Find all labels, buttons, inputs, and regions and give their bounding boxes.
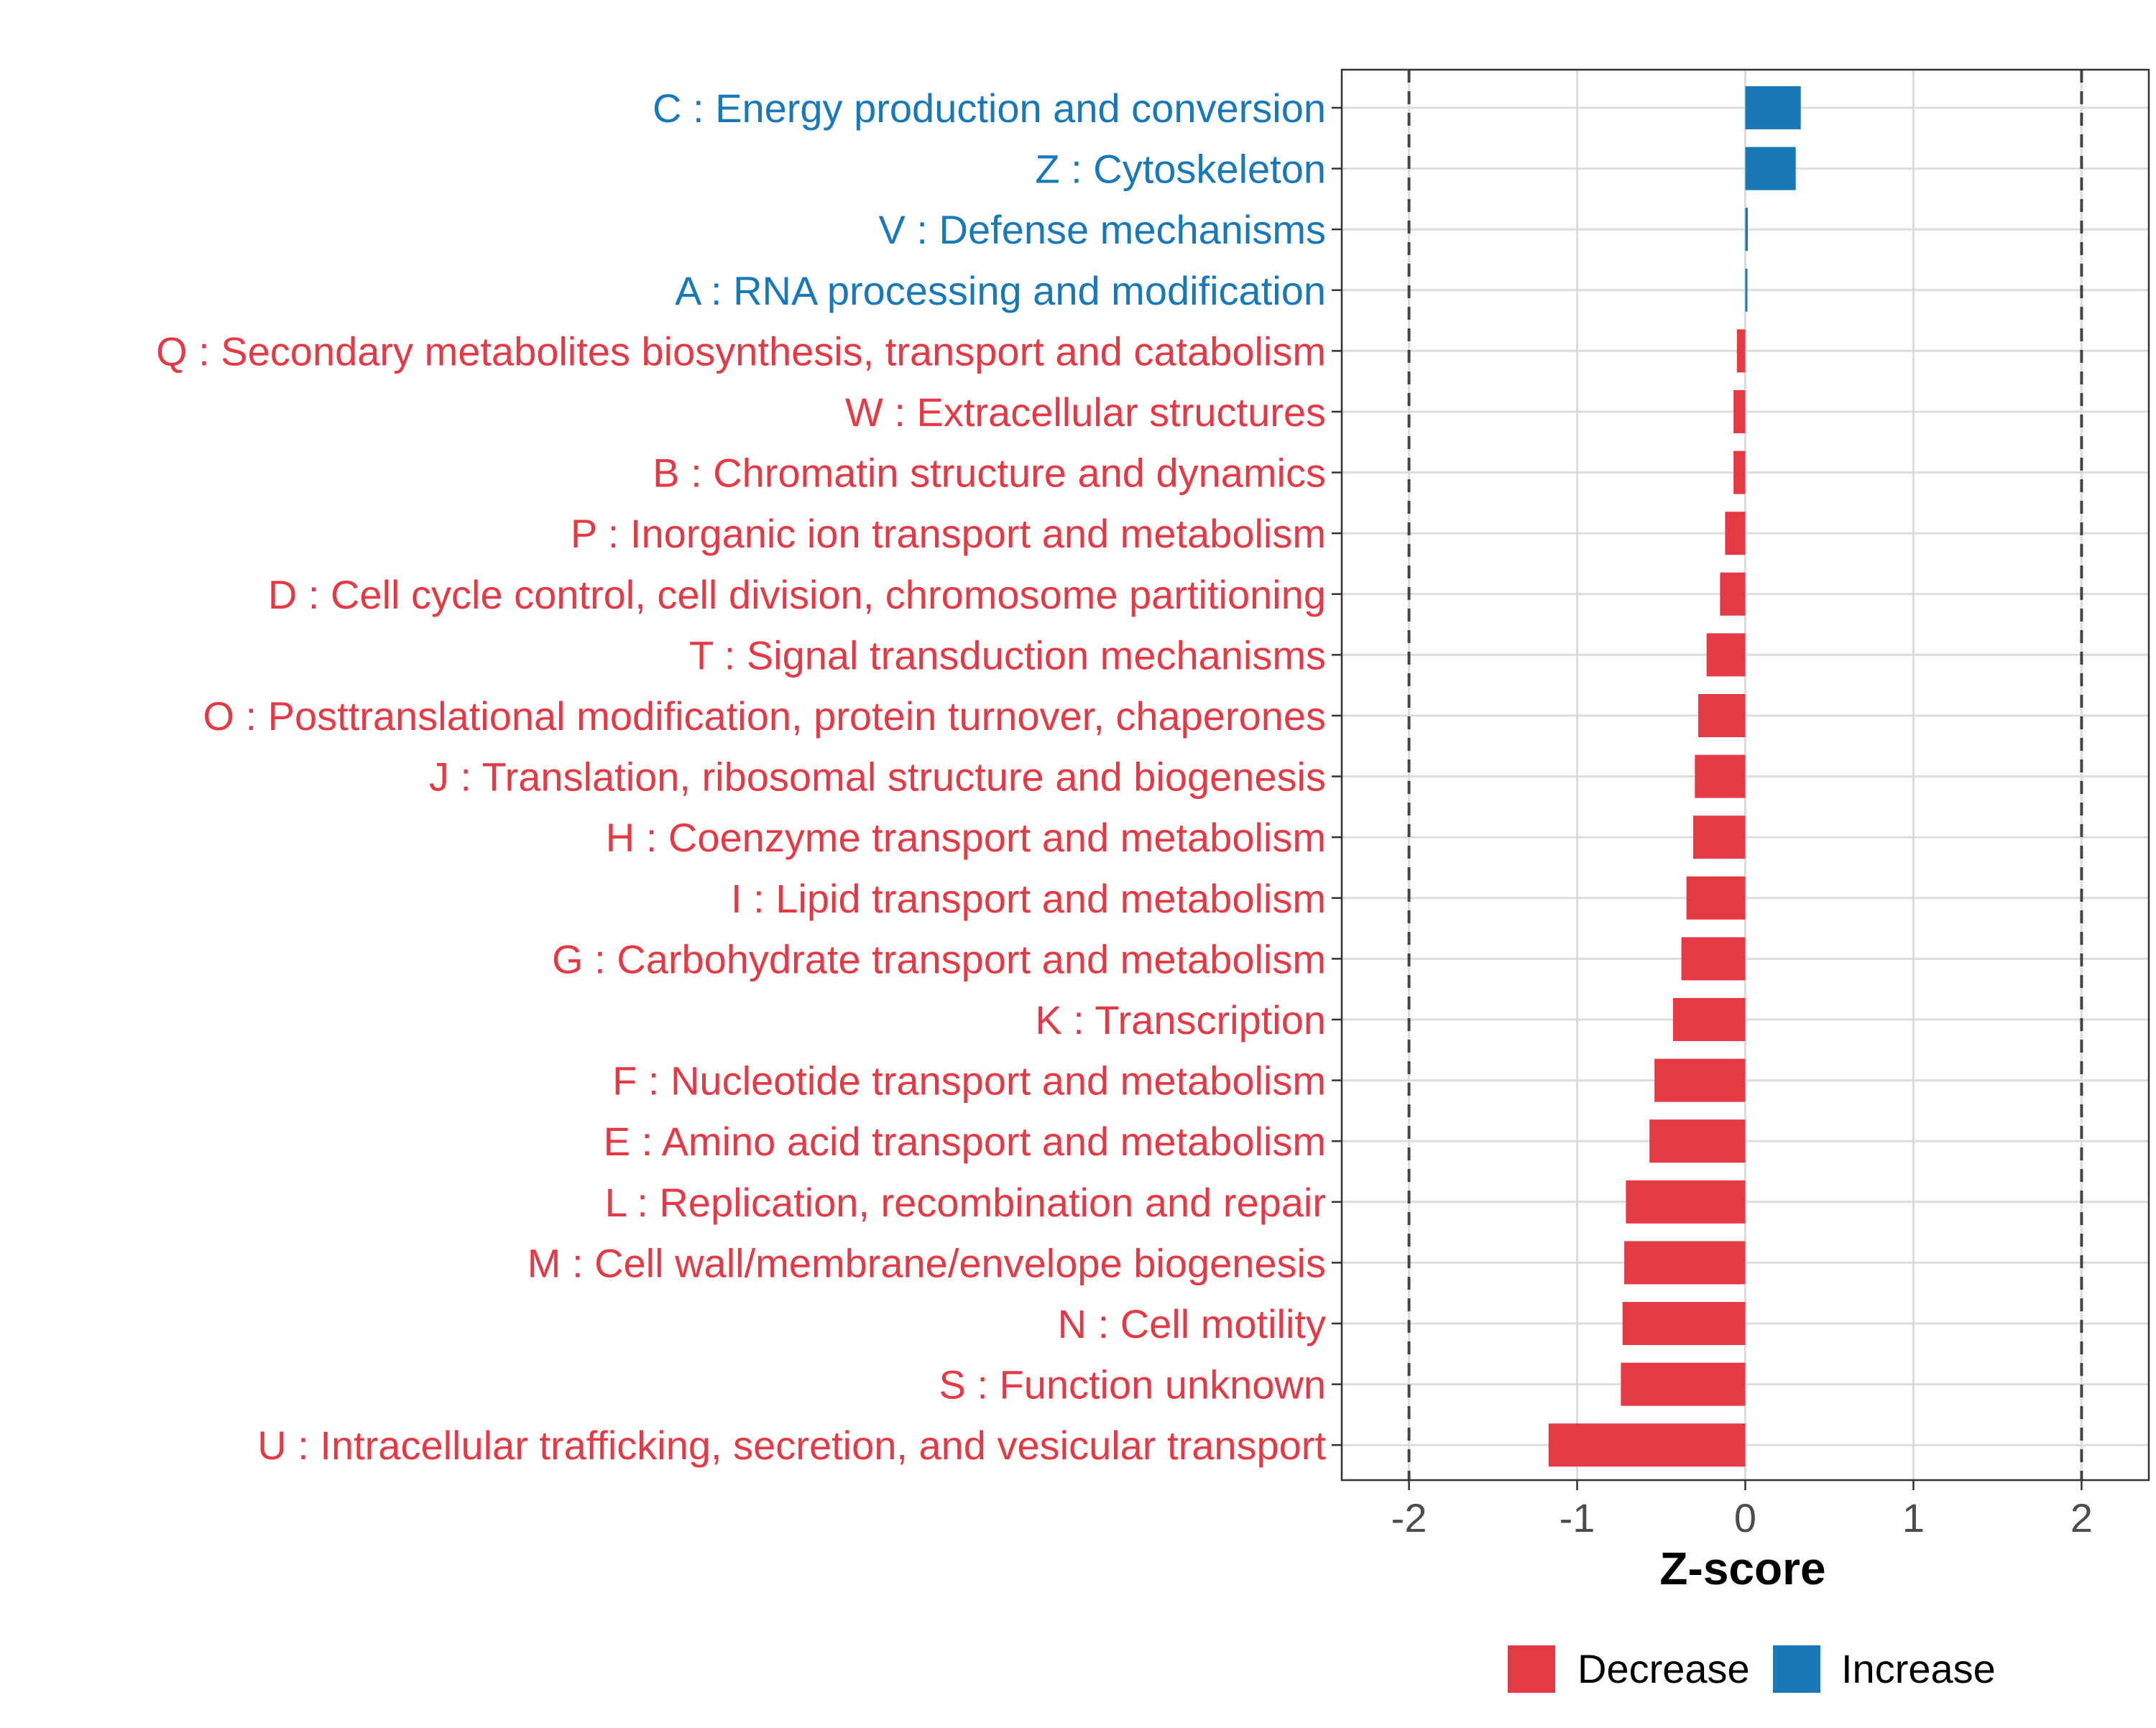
y-tick-label: C : Energy production and conversion	[653, 86, 1326, 131]
x-tick-label: -1	[1560, 1495, 1595, 1540]
bar-decrease	[1622, 1302, 1746, 1345]
bar-decrease	[1681, 937, 1746, 981]
y-tick-label: N : Cell motility	[1058, 1301, 1326, 1346]
y-tick-label: W : Extracellular structures	[845, 389, 1326, 435]
bar-layer	[1548, 86, 1801, 1467]
y-tick-label: B : Chromatin structure and dynamics	[653, 451, 1326, 496]
bar-increase	[1745, 208, 1749, 251]
y-tick-label: V : Defense mechanisms	[879, 207, 1326, 252]
bar-increase	[1745, 86, 1801, 129]
y-tick-label: S : Function unknown	[939, 1362, 1326, 1408]
bar-decrease	[1654, 1058, 1746, 1102]
x-tick-label: 2	[2070, 1495, 2093, 1540]
x-axis-title: Z-score	[1659, 1543, 1825, 1594]
bar-decrease	[1725, 512, 1746, 555]
bar-decrease	[1626, 1180, 1746, 1224]
y-tick-label: K : Transcription	[1035, 997, 1326, 1043]
y-tick-label: L : Replication, recombination and repai…	[605, 1180, 1326, 1225]
y-tick-label: M : Cell wall/membrane/envelope biogenes…	[528, 1240, 1326, 1285]
bar-decrease	[1621, 1362, 1746, 1406]
legend-label-decrease: Decrease	[1577, 1646, 1750, 1691]
y-tick-label: J : Translation, ribosomal structure and…	[429, 754, 1326, 800]
bar-decrease	[1649, 1119, 1746, 1163]
bar-decrease	[1697, 694, 1746, 737]
y-tick-label: A : RNA processing and modification	[675, 268, 1326, 313]
bar-decrease	[1692, 816, 1746, 859]
y-tick-label: E : Amino acid transport and metabolism	[604, 1119, 1326, 1164]
threshold-layer	[1407, 70, 2083, 1480]
bar-decrease	[1733, 390, 1746, 433]
y-tick-label: Q : Secondary metabolites biosynthesis, …	[156, 328, 1326, 374]
y-tick-label: F : Nucleotide transport and metabolism	[612, 1058, 1326, 1104]
y-tick-label: Z : Cytoskeleton	[1035, 147, 1326, 192]
legend-label-increase: Increase	[1841, 1646, 1996, 1691]
y-tick-label: H : Coenzyme transport and metabolism	[606, 815, 1326, 860]
bar-increase	[1745, 268, 1748, 312]
y-tick-label: P : Inorganic ion transport and metaboli…	[571, 511, 1326, 556]
legend-swatch-decrease	[1508, 1645, 1555, 1693]
x-tick-label: -2	[1391, 1495, 1427, 1540]
bar-decrease	[1672, 998, 1746, 1041]
axis-layer: C : Energy production and conversion Z : …	[156, 86, 2093, 1540]
bar-decrease	[1624, 1241, 1746, 1285]
bar-decrease	[1706, 633, 1746, 677]
bar-decrease	[1686, 876, 1746, 920]
bar-decrease	[1695, 754, 1746, 798]
x-tick-label: 0	[1734, 1495, 1756, 1540]
legend: Decrease Increase	[1508, 1645, 1996, 1693]
bar-increase	[1745, 147, 1796, 190]
y-tick-label: I : Lipid transport and metabolism	[731, 876, 1326, 921]
x-tick-label: 1	[1902, 1495, 1925, 1540]
bar-decrease	[1548, 1423, 1746, 1467]
bar-decrease	[1733, 451, 1746, 494]
y-tick-label: T : Signal transduction mechanisms	[689, 632, 1326, 678]
y-tick-label: D : Cell cycle control, cell division, c…	[268, 572, 1326, 617]
bar-decrease	[1720, 572, 1746, 616]
y-tick-label: G : Carbohydrate transport and metabolis…	[552, 936, 1326, 981]
bar-decrease	[1736, 329, 1746, 373]
legend-swatch-increase	[1773, 1645, 1820, 1693]
y-tick-label: O : Posttranslational modification, prot…	[203, 693, 1326, 739]
y-tick-label: U : Intracellular trafficking, secretion…	[257, 1423, 1326, 1468]
